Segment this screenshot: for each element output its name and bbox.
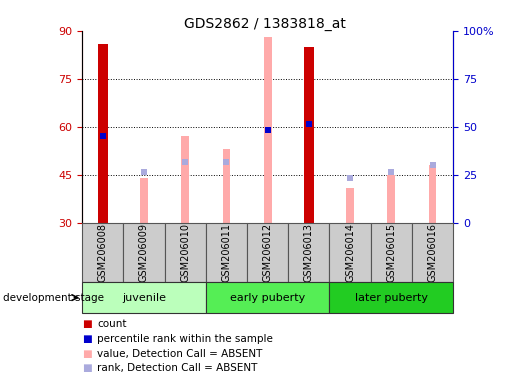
Text: GSM206014: GSM206014 <box>345 223 355 282</box>
Text: early puberty: early puberty <box>230 293 305 303</box>
Text: ■: ■ <box>82 319 92 329</box>
Text: GSM206016: GSM206016 <box>428 223 438 282</box>
Bar <box>288 223 330 282</box>
Text: GSM206015: GSM206015 <box>386 223 396 282</box>
Text: ■: ■ <box>82 334 92 344</box>
Text: later puberty: later puberty <box>355 293 428 303</box>
Text: value, Detection Call = ABSENT: value, Detection Call = ABSENT <box>97 349 262 359</box>
Text: GDS2862 / 1383818_at: GDS2862 / 1383818_at <box>184 17 346 31</box>
Bar <box>82 282 206 313</box>
Bar <box>387 175 395 223</box>
Text: GSM206009: GSM206009 <box>139 223 149 282</box>
Bar <box>223 149 231 223</box>
Text: count: count <box>97 319 127 329</box>
Text: ■: ■ <box>82 363 92 373</box>
Bar <box>370 223 412 282</box>
Text: development stage: development stage <box>3 293 104 303</box>
Bar <box>165 223 206 282</box>
Text: rank, Detection Call = ABSENT: rank, Detection Call = ABSENT <box>97 363 258 373</box>
Bar <box>304 47 314 223</box>
Text: percentile rank within the sample: percentile rank within the sample <box>97 334 273 344</box>
Bar <box>123 223 165 282</box>
Bar <box>140 178 148 223</box>
Bar <box>247 223 288 282</box>
Bar <box>330 223 370 282</box>
Text: juvenile: juvenile <box>122 293 166 303</box>
Bar <box>412 223 453 282</box>
Bar <box>98 43 108 223</box>
Bar <box>330 282 453 313</box>
Bar <box>264 37 271 223</box>
Text: GSM206010: GSM206010 <box>180 223 190 282</box>
Text: GSM206012: GSM206012 <box>263 223 272 282</box>
Bar <box>346 187 354 223</box>
Bar <box>206 282 330 313</box>
Text: GSM206008: GSM206008 <box>98 223 108 282</box>
Bar <box>181 136 189 223</box>
Text: GSM206013: GSM206013 <box>304 223 314 282</box>
Bar <box>82 223 123 282</box>
Text: GSM206011: GSM206011 <box>222 223 232 282</box>
Bar <box>206 223 247 282</box>
Bar <box>429 165 436 223</box>
Text: ■: ■ <box>82 349 92 359</box>
